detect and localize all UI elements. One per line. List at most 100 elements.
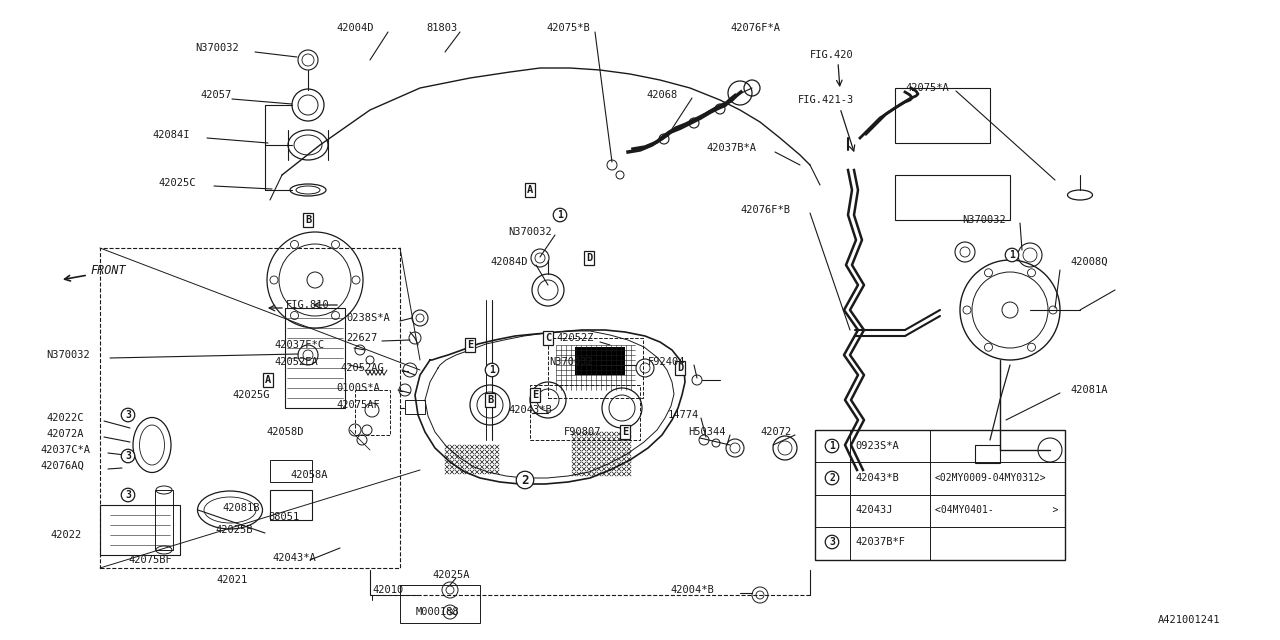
Text: 42084I: 42084I (152, 130, 189, 140)
Circle shape (1002, 302, 1018, 318)
Text: B: B (305, 215, 311, 225)
Text: 3: 3 (829, 537, 835, 547)
Text: D: D (677, 363, 684, 373)
Text: A: A (265, 375, 271, 385)
Bar (530, 385, 640, 440)
Text: 42010: 42010 (372, 585, 403, 595)
Bar (404, 400, 425, 414)
Text: 42081B: 42081B (221, 503, 260, 513)
Text: 42022: 42022 (50, 530, 81, 540)
Text: 42008Q: 42008Q (1070, 257, 1107, 267)
Bar (155, 490, 173, 550)
Circle shape (1050, 306, 1057, 314)
Text: N370032: N370032 (46, 350, 90, 360)
Bar (285, 308, 346, 408)
Text: 42076F*B: 42076F*B (740, 205, 790, 215)
Text: 2: 2 (521, 474, 529, 486)
Text: FIG.810: FIG.810 (285, 300, 330, 310)
Text: 42025C: 42025C (157, 178, 196, 188)
Text: 3: 3 (125, 410, 131, 420)
Circle shape (332, 312, 339, 319)
Circle shape (984, 343, 992, 351)
Text: N370032: N370032 (508, 227, 552, 237)
Text: 42037B*F: 42037B*F (855, 537, 905, 547)
Text: 42022C: 42022C (46, 413, 83, 423)
Text: 42025G: 42025G (232, 390, 270, 400)
Text: A: A (527, 185, 534, 195)
Text: C: C (545, 333, 552, 343)
Circle shape (963, 306, 972, 314)
Text: 42025A: 42025A (433, 570, 470, 580)
Text: 0923S*A: 0923S*A (855, 441, 899, 451)
Text: 22627: 22627 (346, 333, 378, 343)
Text: 42004D: 42004D (337, 23, 374, 33)
Text: 42075AF: 42075AF (337, 400, 380, 410)
Text: FIG.421-3: FIG.421-3 (797, 95, 854, 105)
Text: 14774: 14774 (668, 410, 699, 420)
Text: 42043*B: 42043*B (508, 405, 552, 415)
Text: 42072A: 42072A (46, 429, 83, 439)
Text: 42068: 42068 (646, 90, 677, 100)
Bar (815, 430, 1065, 560)
Text: 42052AG: 42052AG (340, 363, 384, 373)
Bar (895, 175, 1010, 220)
Text: 42058A: 42058A (291, 470, 328, 480)
Text: 42058D: 42058D (266, 427, 303, 437)
Circle shape (1028, 269, 1036, 276)
Bar (401, 585, 480, 623)
Text: 1: 1 (1009, 250, 1015, 260)
Text: 1: 1 (829, 441, 835, 451)
Text: E: E (622, 427, 628, 437)
Text: H50344: H50344 (689, 427, 726, 437)
Text: 3: 3 (125, 451, 131, 461)
Circle shape (291, 312, 298, 319)
Circle shape (291, 241, 298, 248)
Text: F92404: F92404 (648, 357, 686, 367)
Text: N370032: N370032 (963, 215, 1006, 225)
Text: FRONT: FRONT (90, 264, 125, 276)
Text: 42004*B: 42004*B (669, 585, 714, 595)
Bar (975, 445, 1000, 463)
Text: 1: 1 (489, 365, 495, 375)
Text: 42075*A: 42075*A (905, 83, 948, 93)
Text: 42076AQ: 42076AQ (40, 461, 83, 471)
Text: 42075BF: 42075BF (128, 555, 172, 565)
Text: N370032: N370032 (195, 43, 239, 53)
Text: 42081A: 42081A (1070, 385, 1107, 395)
Bar (895, 88, 989, 143)
Text: 42057: 42057 (200, 90, 232, 100)
Text: FIG.420: FIG.420 (810, 50, 854, 60)
Text: N370032: N370032 (549, 357, 593, 367)
Circle shape (307, 272, 323, 288)
Text: 88051: 88051 (268, 512, 300, 522)
Text: 42052EA: 42052EA (274, 357, 317, 367)
Text: M000188: M000188 (416, 607, 460, 617)
Text: 42043*B: 42043*B (855, 473, 899, 483)
Bar (270, 490, 312, 520)
Bar (270, 460, 312, 482)
Circle shape (984, 269, 992, 276)
Circle shape (332, 241, 339, 248)
Text: 42072: 42072 (760, 427, 791, 437)
Text: 2: 2 (829, 473, 835, 483)
Text: 42043*A: 42043*A (273, 553, 316, 563)
Bar (548, 338, 643, 398)
Text: 42084D: 42084D (490, 257, 527, 267)
Text: E: E (532, 390, 538, 400)
Bar (355, 390, 390, 435)
Text: 0238S*A: 0238S*A (346, 313, 389, 323)
Text: 42052Z: 42052Z (556, 333, 594, 343)
Text: <02MY0009-04MY0312>: <02MY0009-04MY0312> (934, 473, 1047, 483)
Text: 0100S*A: 0100S*A (337, 383, 380, 393)
Bar (100, 248, 401, 568)
Text: 42037F*C: 42037F*C (274, 340, 324, 350)
Text: 42075*B: 42075*B (547, 23, 590, 33)
Text: B: B (486, 395, 493, 405)
Text: 3: 3 (125, 490, 131, 500)
Text: A421001241: A421001241 (1157, 615, 1220, 625)
Circle shape (1028, 343, 1036, 351)
Text: 42025B: 42025B (215, 525, 252, 535)
Text: 42021: 42021 (216, 575, 247, 585)
Circle shape (352, 276, 360, 284)
Text: 42076F*A: 42076F*A (730, 23, 780, 33)
